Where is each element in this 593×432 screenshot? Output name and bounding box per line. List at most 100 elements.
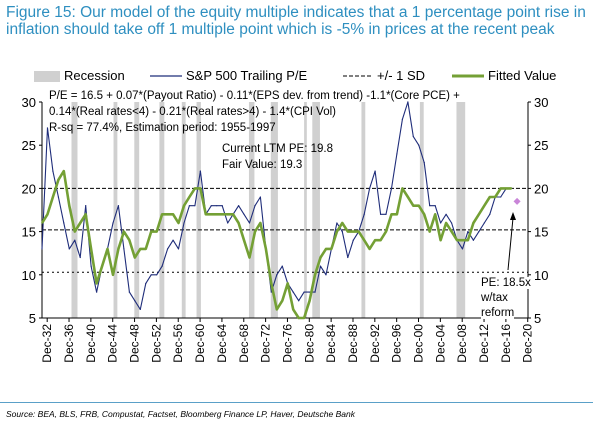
sp500-pe-point [270,291,272,293]
legend-sp500-label: S&P 500 Trailing P/E [186,68,308,83]
sp500-pe-point [85,205,87,207]
fitted-value-point [227,213,229,215]
recession-band [361,102,366,318]
fitted-value-point [172,213,174,215]
x-tick-label: Dec-36 [62,324,76,363]
recession-band [312,102,320,318]
sp500-pe-point [472,239,474,241]
sp500-pe-point [134,300,136,302]
sp500-pe-point [117,205,120,207]
fitted-value-point [123,231,125,233]
fitted-value-point [369,248,371,250]
fitted-value-point [205,213,207,215]
fitted-value-point [374,239,376,241]
legend-sd-label: +/- 1 SD [377,68,426,83]
sp500-pe-point [177,248,180,250]
sp500-pe-point [385,213,387,215]
sp500-pe-point [237,205,240,207]
fitted-value-point [106,248,109,250]
y-tick-label-right: 20 [534,181,548,196]
fitted-value-point [199,187,201,189]
legend-recession-swatch [34,71,60,82]
sp500-pe-point [63,222,65,224]
sp500-pe-point [221,205,223,207]
y-tick-label-right: 25 [534,138,548,153]
sp500-pe-point [52,170,54,172]
sp500-pe-point [216,205,218,207]
fitted-value-point [418,205,420,207]
sp500-pe-point [172,239,174,241]
fitted-value-point [363,239,365,241]
fitted-value-point [276,308,278,310]
fitted-value-point [112,274,114,276]
fitted-value-point [511,187,513,189]
recession-band [248,102,255,318]
fitted-value-point [177,222,180,224]
fitted-value-point [74,231,76,233]
x-tick-label: Dec-56 [171,324,185,363]
x-tick-label: Dec-44 [106,324,120,363]
fitted-value-point [156,231,158,233]
fitted-value-point [90,248,92,250]
fitted-value-point [325,248,327,250]
x-tick-label: Dec-80 [302,324,316,363]
sp500-pe-point [396,153,398,155]
recession-band [456,102,466,318]
x-tick-label: Dec-40 [84,324,98,363]
fitted-value-point [330,248,333,250]
fitted-value-point [467,239,469,241]
fitted-value-point [298,317,300,319]
x-tick-label: Dec-96 [390,324,404,363]
fitted-value-point [500,187,502,189]
fitted-value-point [341,222,343,224]
fitted-value-point [210,213,212,215]
fitted-value-point [319,256,322,259]
recession-band [270,102,278,318]
sp500-pe-point [423,161,425,164]
x-tick-label: Dec-52 [149,324,163,363]
fitted-value-point [68,205,70,207]
sp500-pe-point [369,187,371,189]
source-note: Source: BEA, BLS, FRB, Compustat, Factse… [6,409,355,419]
sp500-pe-point [156,274,158,276]
sp500-pe-point [445,213,447,215]
fitted-value-point [281,300,283,302]
figure-title: Figure 15: Our model of the equity multi… [6,4,586,38]
sp500-pe-point [276,274,278,276]
sp500-pe-point [483,222,485,224]
fitted-value-point [478,213,480,215]
fitted-value-point [254,231,256,233]
sp500-pe-point [188,205,191,207]
sp500-pe-point [46,127,49,129]
current-ltm-note: Current LTM PE: 19.8 [222,143,333,155]
sp500-pe-point [308,291,311,293]
fitted-value-point [308,300,311,302]
sp500-pe-point [298,300,300,302]
sp500-pe-point [41,248,43,250]
fitted-value-point [57,179,59,181]
sp500-pe-point [123,248,125,250]
fitted-value-point [265,248,267,250]
fitted-value-point [390,213,393,215]
fitted-value-point [52,196,54,198]
fitted-value-point [63,170,65,172]
sp500-pe-point [161,265,163,267]
sp500-pe-point [254,205,256,207]
sp500-pe-point [259,196,262,198]
y-tick-label-left: 25 [22,138,36,153]
x-tick-label: Dec-16 [499,324,513,363]
fitted-value-point [183,205,185,207]
fitted-value-point [379,239,382,241]
rsq-note: R-sq = 77.4%, Estimation period: 1955-19… [49,122,276,134]
fitted-value-point [188,196,191,198]
sp500-pe-point [467,231,469,233]
fitted-value-point [248,256,251,259]
recession-band [196,102,201,318]
fitted-value-point [194,187,196,189]
recession-band [304,102,307,318]
sp500-pe-point [401,118,404,120]
legend-fitted-label: Fitted Value [488,68,557,83]
sp500-pe-point [292,291,294,293]
x-tick-label: Dec-76 [280,324,294,363]
